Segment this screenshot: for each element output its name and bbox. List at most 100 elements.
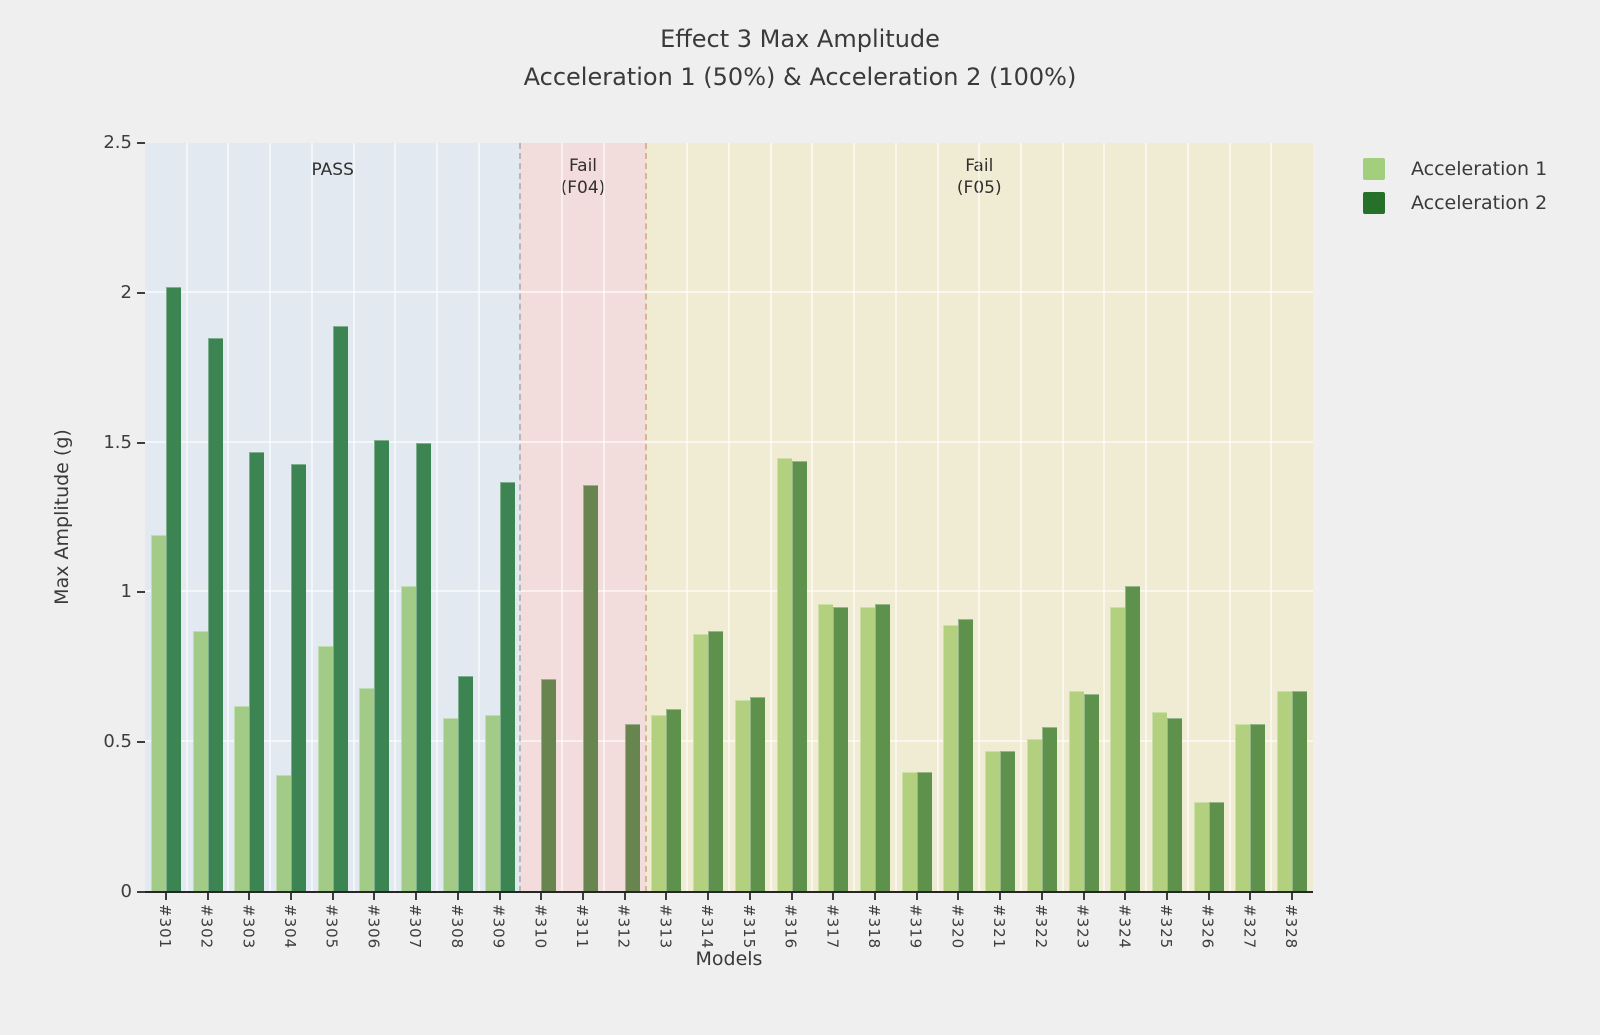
gridline-vertical	[769, 143, 772, 892]
chart-subtitle: Acceleration 1 (50%) & Acceleration 2 (1…	[523, 63, 1077, 91]
x-tick-label: #323	[1073, 904, 1092, 950]
x-tick-mark	[1166, 893, 1168, 900]
y-tick-label: 0.5	[103, 731, 132, 753]
x-tick-mark	[707, 893, 710, 900]
bar-acceleration-2	[958, 619, 974, 892]
bar-acceleration-2	[374, 439, 390, 892]
bar-acceleration-1	[401, 586, 417, 892]
x-tick-label: #316	[781, 904, 800, 950]
x-tick-label: #325	[1157, 904, 1175, 950]
bar-acceleration-2	[1292, 691, 1308, 892]
gridline-vertical	[936, 143, 939, 892]
bar-acceleration-2	[1208, 802, 1224, 892]
bar-acceleration-1	[1152, 712, 1167, 892]
bar-acceleration-1	[150, 535, 166, 892]
y-tick-mark	[137, 591, 145, 594]
gridline-vertical	[1228, 143, 1231, 892]
x-tick-label: #324	[1115, 904, 1134, 950]
bar-group-314	[687, 143, 729, 892]
bar-acceleration-1	[1193, 802, 1209, 892]
gridline-vertical	[227, 143, 230, 892]
x-tick-mark	[1249, 893, 1252, 900]
legend-label: Acceleration 2	[1411, 192, 1548, 214]
legend-item-acceleration-2: Acceleration 2	[1363, 192, 1547, 214]
legend: Acceleration 1 Acceleration 2	[1363, 158, 1547, 226]
x-tick-mark	[623, 893, 626, 900]
bar-group-304	[270, 143, 312, 892]
x-tick-label: #311	[573, 904, 591, 950]
x-tick-label: #307	[406, 904, 425, 950]
bar-acceleration-1	[1068, 691, 1084, 892]
bar-group-301	[145, 143, 187, 892]
bar-acceleration-2	[624, 724, 640, 892]
gridline-vertical	[561, 143, 564, 892]
legend-item-acceleration-1: Acceleration 1	[1363, 158, 1547, 180]
bar-group-306	[354, 143, 396, 892]
bar-acceleration-1	[985, 751, 1001, 892]
x-tick-mark	[582, 893, 584, 900]
bar-group-321	[979, 143, 1021, 892]
bar-acceleration-2	[1000, 751, 1016, 892]
x-tick-mark	[206, 893, 209, 900]
gridline-vertical	[1061, 143, 1064, 892]
y-tick-label: 1	[120, 581, 132, 603]
x-tick-label: #314	[698, 904, 717, 950]
bar-acceleration-1	[776, 457, 792, 892]
x-tick-label: #317	[823, 904, 842, 950]
x-tick-mark	[164, 893, 167, 900]
x-tick-mark	[1124, 893, 1127, 900]
bar-acceleration-1	[442, 718, 458, 892]
x-tick-mark	[1291, 893, 1294, 900]
x-tick-label: #313	[656, 904, 675, 950]
y-tick-label: 0	[120, 881, 132, 902]
gridline-vertical	[686, 143, 689, 892]
x-tick-mark	[999, 893, 1002, 900]
bar-acceleration-2	[249, 451, 265, 892]
bar-acceleration-2	[666, 709, 682, 892]
gridline-vertical	[436, 143, 438, 892]
bar-group-317	[812, 143, 854, 892]
x-tick-label: #305	[322, 904, 341, 950]
x-axis-line	[145, 891, 1313, 893]
gridline-vertical	[1020, 143, 1022, 892]
bar-group-307	[395, 143, 437, 892]
bar-acceleration-2	[541, 679, 557, 892]
bar-acceleration-1	[943, 625, 959, 892]
region-label-fail-f04: Fail (F04)	[560, 156, 606, 198]
x-tick-label: #303	[239, 904, 258, 950]
bar-acceleration-1	[1235, 724, 1251, 892]
x-tick-mark	[915, 893, 918, 900]
x-tick-label: #312	[614, 904, 633, 950]
x-tick-mark	[1082, 893, 1085, 900]
x-tick-label: #304	[281, 904, 299, 950]
x-tick-label: #302	[197, 904, 216, 950]
bar-acceleration-2	[207, 337, 223, 892]
bar-group-311	[562, 143, 604, 892]
bar-group-305	[312, 143, 354, 892]
bar-acceleration-2	[708, 631, 724, 892]
bar-acceleration-1	[860, 607, 875, 892]
gridline-vertical	[1186, 143, 1189, 892]
x-tick-mark	[540, 893, 543, 900]
bar-acceleration-2	[582, 484, 598, 892]
bar-acceleration-2	[416, 442, 432, 892]
y-tick-mark	[137, 741, 145, 744]
x-tick-label: #322	[1031, 904, 1050, 950]
bar-acceleration-1	[693, 634, 709, 892]
bar-acceleration-1	[276, 775, 291, 892]
y-tick-label: 1.5	[103, 431, 132, 453]
bar-acceleration-1	[234, 706, 250, 892]
bar-acceleration-2	[1166, 718, 1182, 892]
x-tick-label: #320	[948, 904, 967, 950]
x-tick-mark	[290, 893, 292, 900]
bar-group-324	[1104, 143, 1146, 892]
x-tick-label: #310	[531, 904, 550, 950]
bar-acceleration-1	[1110, 607, 1126, 892]
bar-acceleration-2	[499, 481, 515, 892]
x-tick-mark	[1207, 893, 1210, 900]
gridline-vertical	[352, 143, 355, 892]
x-tick-mark	[498, 893, 501, 900]
y-tick-mark	[137, 891, 145, 893]
